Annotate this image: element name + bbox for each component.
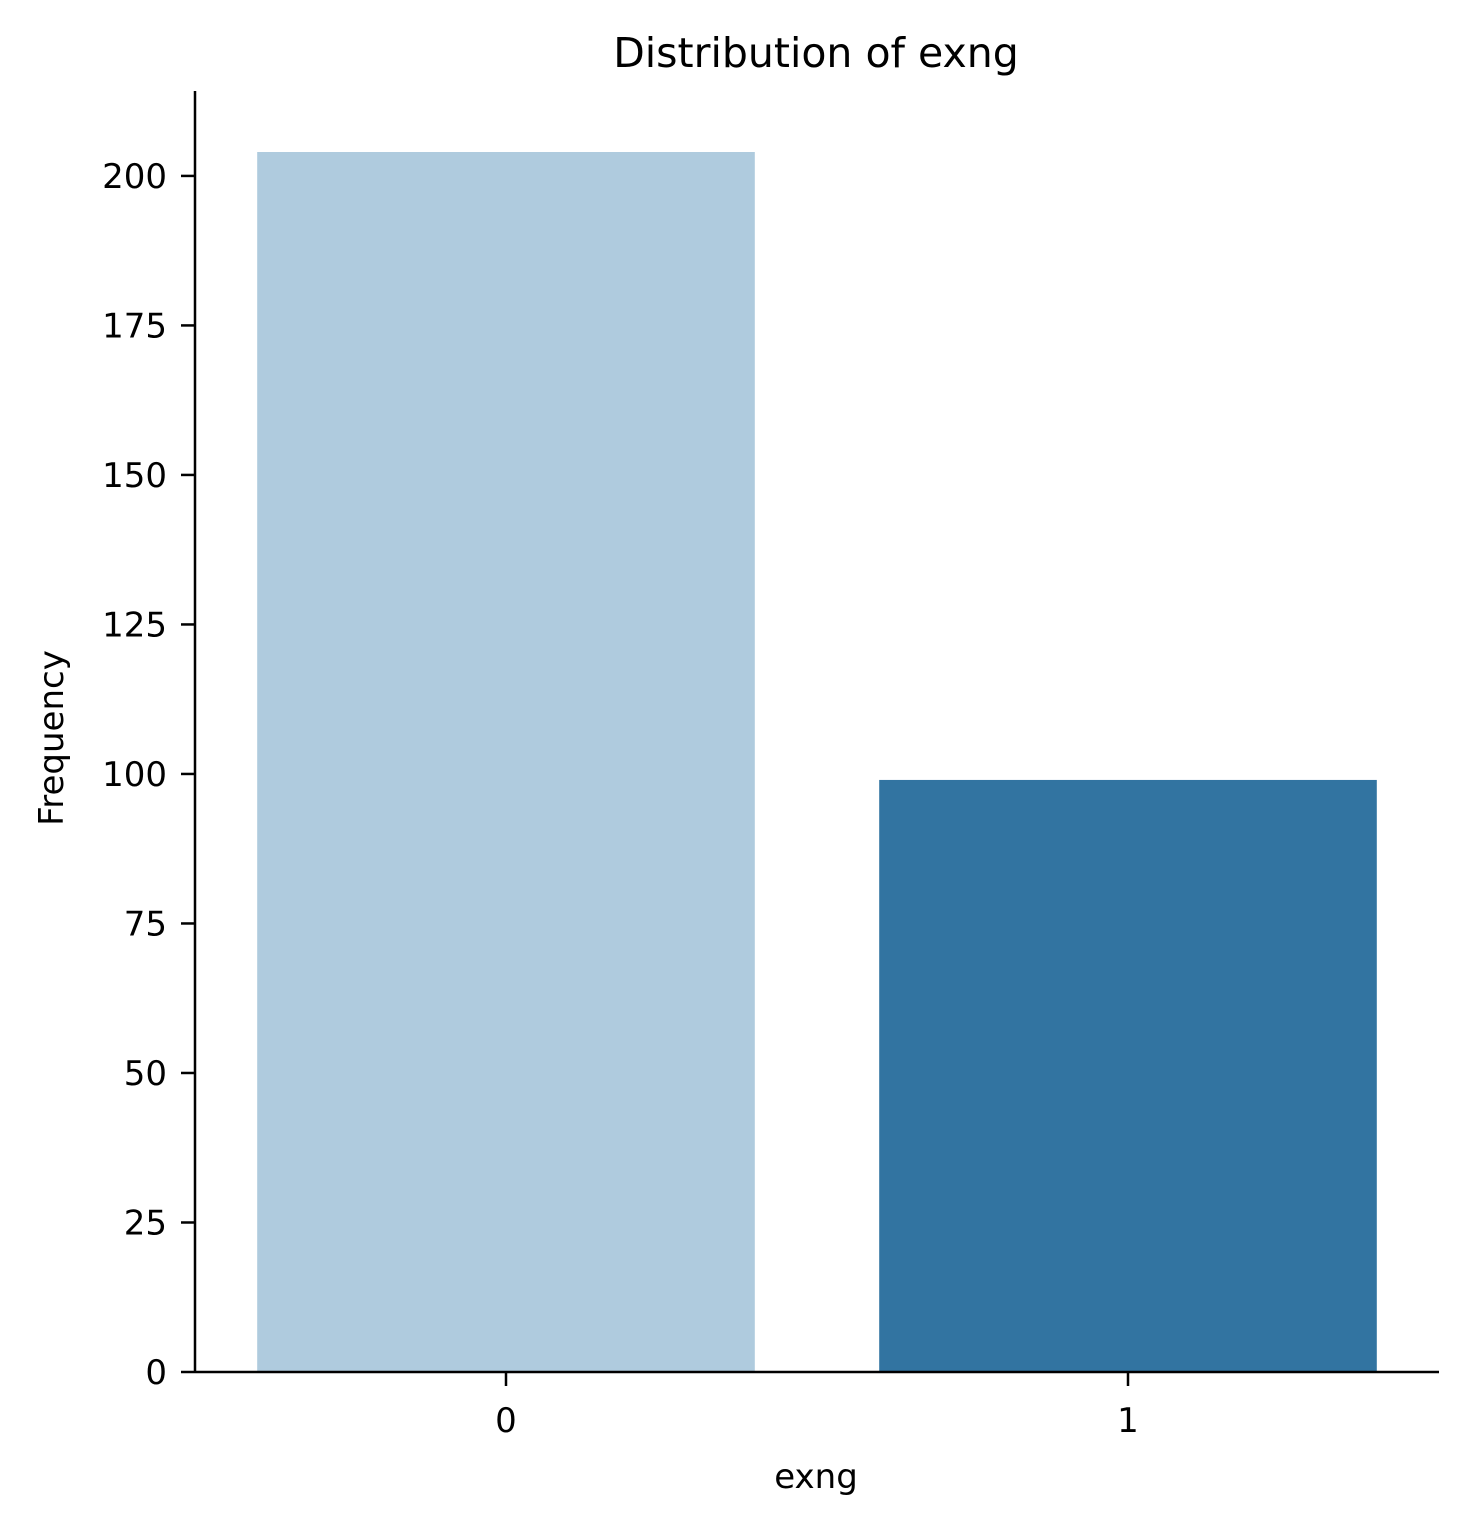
chart-title: Distribution of exng <box>613 29 1019 77</box>
bar-1 <box>879 779 1377 1372</box>
y-axis-title: Frequency <box>32 650 72 826</box>
y-axis-ticks: 0 25 50 75 100 125 150 175 200 <box>102 157 195 1393</box>
y-tick-label: 200 <box>102 157 167 197</box>
y-tick-label: 150 <box>102 456 167 496</box>
y-tick-label: 50 <box>124 1054 167 1094</box>
y-tick-label: 75 <box>124 904 167 944</box>
y-tick-label: 100 <box>102 755 167 795</box>
y-tick-label: 0 <box>145 1353 167 1393</box>
x-axis-title: exng <box>774 1457 858 1497</box>
bars-group <box>257 152 1377 1372</box>
y-tick-label: 175 <box>102 306 167 346</box>
bar-0 <box>257 152 755 1372</box>
y-tick-label: 25 <box>124 1203 167 1243</box>
x-tick-label: 1 <box>1117 1401 1139 1441</box>
x-tick-label: 0 <box>495 1401 517 1441</box>
y-tick-label: 125 <box>102 605 167 645</box>
